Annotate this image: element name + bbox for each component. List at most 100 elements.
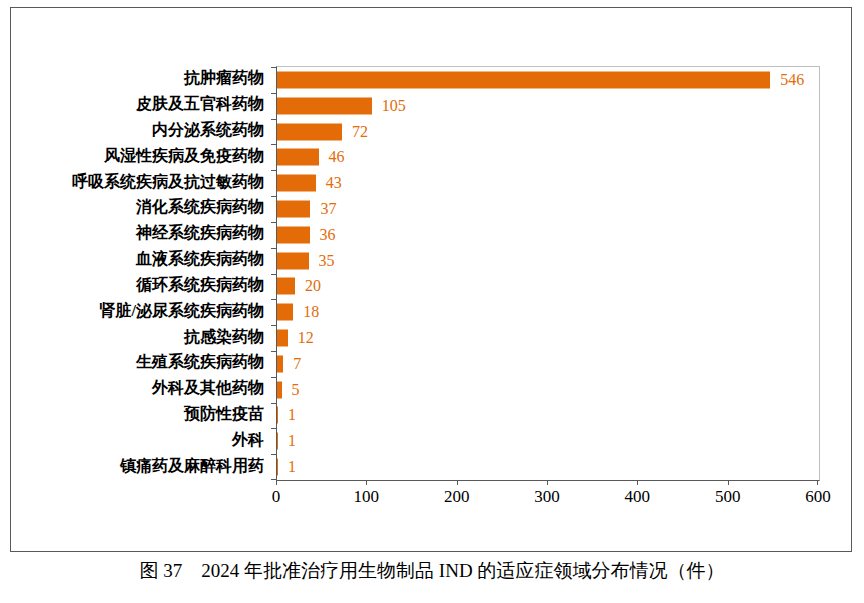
value-label: 12: [298, 329, 314, 347]
value-label: 7: [293, 355, 301, 373]
bar: [277, 226, 310, 243]
x-axis-tick-label: 0: [272, 487, 281, 507]
value-label: 35: [319, 252, 335, 270]
category-label: 抗感染药物: [11, 324, 264, 350]
bar-row: 105: [277, 93, 819, 119]
bar-row: 7: [277, 351, 819, 377]
bar: [277, 97, 372, 114]
x-axis: 0100200300400500600: [276, 479, 818, 519]
category-label: 预防性疫苗: [11, 402, 264, 428]
bar: [277, 459, 278, 476]
bar: [277, 123, 342, 140]
category-label: 血液系统疾病药物: [11, 247, 264, 273]
value-label: 37: [320, 200, 336, 218]
category-label: 风湿性疾病及免疫药物: [11, 143, 264, 169]
value-label: 20: [305, 277, 321, 295]
y-axis-tick: [271, 428, 277, 429]
y-axis-tick: [271, 144, 277, 145]
bar-row: 36: [277, 222, 819, 248]
value-label: 46: [329, 148, 345, 166]
bar: [277, 175, 316, 192]
x-axis-tick: [547, 480, 548, 485]
bar: [277, 407, 278, 424]
bar-row: 1: [277, 403, 819, 429]
y-axis-tick: [271, 222, 277, 223]
y-axis-tick: [271, 93, 277, 94]
y-axis-tick: [271, 377, 277, 378]
y-axis-tick: [271, 119, 277, 120]
x-axis-tick: [366, 480, 367, 485]
x-axis-tick-label: 200: [444, 487, 470, 507]
category-label: 外科及其他药物: [11, 376, 264, 402]
bar-row: 20: [277, 274, 819, 300]
chart-container: 抗肿瘤药物皮肤及五官科药物内分泌系统药物风湿性疾病及免疫药物呼吸系统疾病及抗过敏…: [10, 7, 852, 552]
category-label: 呼吸系统疾病及抗过敏药物: [11, 169, 264, 195]
value-label: 546: [780, 71, 804, 89]
y-axis-tick: [271, 325, 277, 326]
x-axis-tick: [637, 480, 638, 485]
category-label: 消化系统疾病药物: [11, 195, 264, 221]
category-axis-labels: 抗肿瘤药物皮肤及五官科药物内分泌系统药物风湿性疾病及免疫药物呼吸系统疾病及抗过敏…: [11, 66, 270, 479]
bar: [277, 149, 319, 166]
category-label: 皮肤及五官科药物: [11, 92, 264, 118]
y-axis-tick: [271, 274, 277, 275]
bar-row: 35: [277, 248, 819, 274]
category-label: 循环系统疾病药物: [11, 273, 264, 299]
bar: [277, 71, 770, 88]
category-label: 内分泌系统药物: [11, 118, 264, 144]
y-axis-tick: [271, 170, 277, 171]
value-label: 18: [303, 303, 319, 321]
y-axis-tick: [271, 403, 277, 404]
y-axis-tick: [271, 196, 277, 197]
y-axis-tick: [271, 351, 277, 352]
value-label: 5: [292, 381, 300, 399]
category-label: 生殖系统疾病药物: [11, 350, 264, 376]
x-axis-tick-label: 100: [354, 487, 380, 507]
value-label: 1: [288, 432, 296, 450]
value-label: 72: [352, 123, 368, 141]
bar: [277, 252, 309, 269]
bar-row: 72: [277, 119, 819, 145]
value-label: 43: [326, 174, 342, 192]
category-label: 镇痛药及麻醉科用药: [11, 453, 264, 479]
bar: [277, 278, 295, 295]
bar-row: 5: [277, 377, 819, 403]
bar: [277, 330, 288, 347]
y-axis-tick: [271, 454, 277, 455]
plot-area: 546 105 72 46 43 37 36 35 20 18 12 7 5 1 1 1: [276, 66, 820, 481]
category-label: 神经系统疾病药物: [11, 221, 264, 247]
bar-row: 1: [277, 454, 819, 480]
x-axis-tick-label: 500: [715, 487, 741, 507]
x-axis-tick-label: 600: [805, 487, 831, 507]
category-label: 抗肿瘤药物: [11, 66, 264, 92]
x-axis-tick-label: 300: [534, 487, 560, 507]
bar-row: 1: [277, 428, 819, 454]
bar-row: 46: [277, 144, 819, 170]
bar-row: 43: [277, 170, 819, 196]
figure-caption: 图 37 2024 年批准治疗用生物制品 IND 的适应症领域分布情况（件）: [0, 558, 864, 584]
bar: [277, 433, 278, 450]
bar: [277, 355, 283, 372]
value-label: 1: [288, 406, 296, 424]
value-label: 36: [320, 226, 336, 244]
x-axis-tick: [457, 480, 458, 485]
figure-page: 抗肿瘤药物皮肤及五官科药物内分泌系统药物风湿性疾病及免疫药物呼吸系统疾病及抗过敏…: [0, 0, 864, 603]
bar: [277, 304, 293, 321]
bar: [277, 381, 282, 398]
category-label: 肾脏/泌尿系统疾病药物: [11, 298, 264, 324]
y-axis-tick: [271, 67, 277, 68]
x-axis-tick: [728, 480, 729, 485]
bar-row: 12: [277, 325, 819, 351]
bar: [277, 200, 310, 217]
value-label: 105: [382, 97, 406, 115]
x-axis-tick: [276, 480, 277, 485]
x-axis-tick-label: 400: [625, 487, 651, 507]
y-axis-tick: [271, 248, 277, 249]
bar-row: 18: [277, 299, 819, 325]
x-axis-tick: [817, 480, 818, 485]
bar-row: 37: [277, 196, 819, 222]
category-label: 外科: [11, 427, 264, 453]
y-axis-tick: [271, 299, 277, 300]
value-label: 1: [288, 458, 296, 476]
bar-row: 546: [277, 67, 819, 93]
